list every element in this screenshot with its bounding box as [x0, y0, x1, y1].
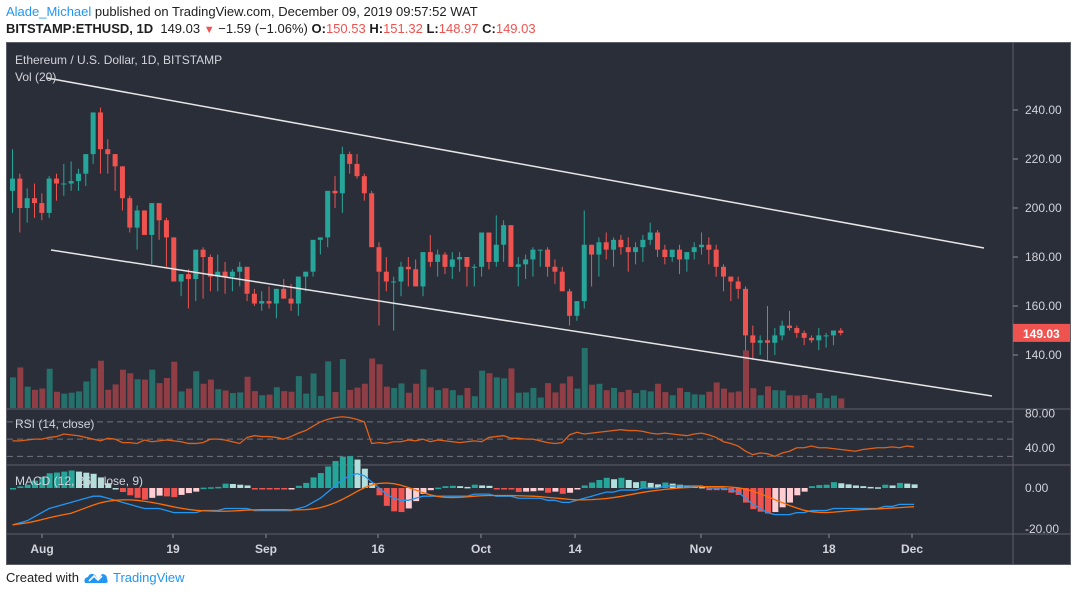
svg-text:0.00: 0.00 — [1025, 481, 1049, 495]
volume-legend: Vol (20) — [15, 70, 57, 84]
svg-text:Sep: Sep — [255, 542, 277, 556]
rsi-legend: RSI (14, close) — [15, 417, 95, 431]
symbol-info-bar: BITSTAMP:ETHUSD, 1D 149.03 ▼ −1.59 (−1.0… — [6, 21, 536, 36]
open-value: 150.53 — [325, 21, 366, 36]
symbol-name: BITSTAMP:ETHUSD, 1D — [6, 21, 154, 36]
svg-text:200.00: 200.00 — [1025, 201, 1062, 215]
chart-canvas[interactable]: 240.00220.00200.00180.00160.00140.00149.… — [7, 43, 1070, 564]
svg-text:19: 19 — [166, 542, 180, 556]
price-change: −1.59 (−1.06%) — [218, 21, 308, 36]
svg-text:40.00: 40.00 — [1025, 441, 1055, 455]
svg-text:Nov: Nov — [690, 542, 713, 556]
svg-text:80.00: 80.00 — [1025, 406, 1055, 420]
svg-text:14: 14 — [568, 542, 582, 556]
tradingview-link[interactable]: TradingView — [112, 570, 185, 585]
published-text: published on TradingView.com, December 0… — [91, 4, 478, 19]
high-label: H: — [369, 21, 384, 36]
svg-text:Oct: Oct — [471, 542, 491, 556]
publish-info: Alade_Michael published on TradingView.c… — [6, 4, 478, 19]
down-arrow-icon: ▼ — [203, 24, 215, 36]
svg-text:140.00: 140.00 — [1025, 348, 1062, 362]
svg-text:Dec: Dec — [901, 542, 923, 556]
chart-container[interactable]: 240.00 220.00 200.00 180.00 160.00 140.00 149.… — [6, 42, 1071, 565]
svg-text:16: 16 — [371, 542, 385, 556]
svg-text:Aug: Aug — [30, 542, 53, 556]
macd-legend: MACD (12, 26, close, 9) — [15, 474, 144, 488]
tradingview-logo-icon — [84, 573, 108, 583]
svg-text:160.00: 160.00 — [1025, 299, 1062, 313]
svg-text:220.00: 220.00 — [1025, 152, 1062, 166]
svg-text:-20.00: -20.00 — [1025, 522, 1059, 536]
chart-title: Ethereum / U.S. Dollar, 1D, BITSTAMP — [15, 53, 223, 67]
svg-text:180.00: 180.00 — [1025, 250, 1062, 264]
low-label: L: — [426, 21, 439, 36]
created-with-text: Created with — [6, 570, 79, 585]
svg-text:18: 18 — [822, 542, 836, 556]
footer: Created with TradingView — [6, 570, 185, 585]
low-value: 148.97 — [438, 21, 479, 36]
open-label: O: — [311, 21, 326, 36]
close-value: 149.03 — [495, 21, 536, 36]
high-value: 151.32 — [383, 21, 423, 36]
svg-text:149.03: 149.03 — [1023, 327, 1060, 341]
close-label: C: — [482, 21, 496, 36]
svg-text:240.00: 240.00 — [1025, 103, 1062, 117]
last-price: 149.03 — [160, 21, 201, 36]
author-link[interactable]: Alade_Michael — [6, 4, 92, 19]
